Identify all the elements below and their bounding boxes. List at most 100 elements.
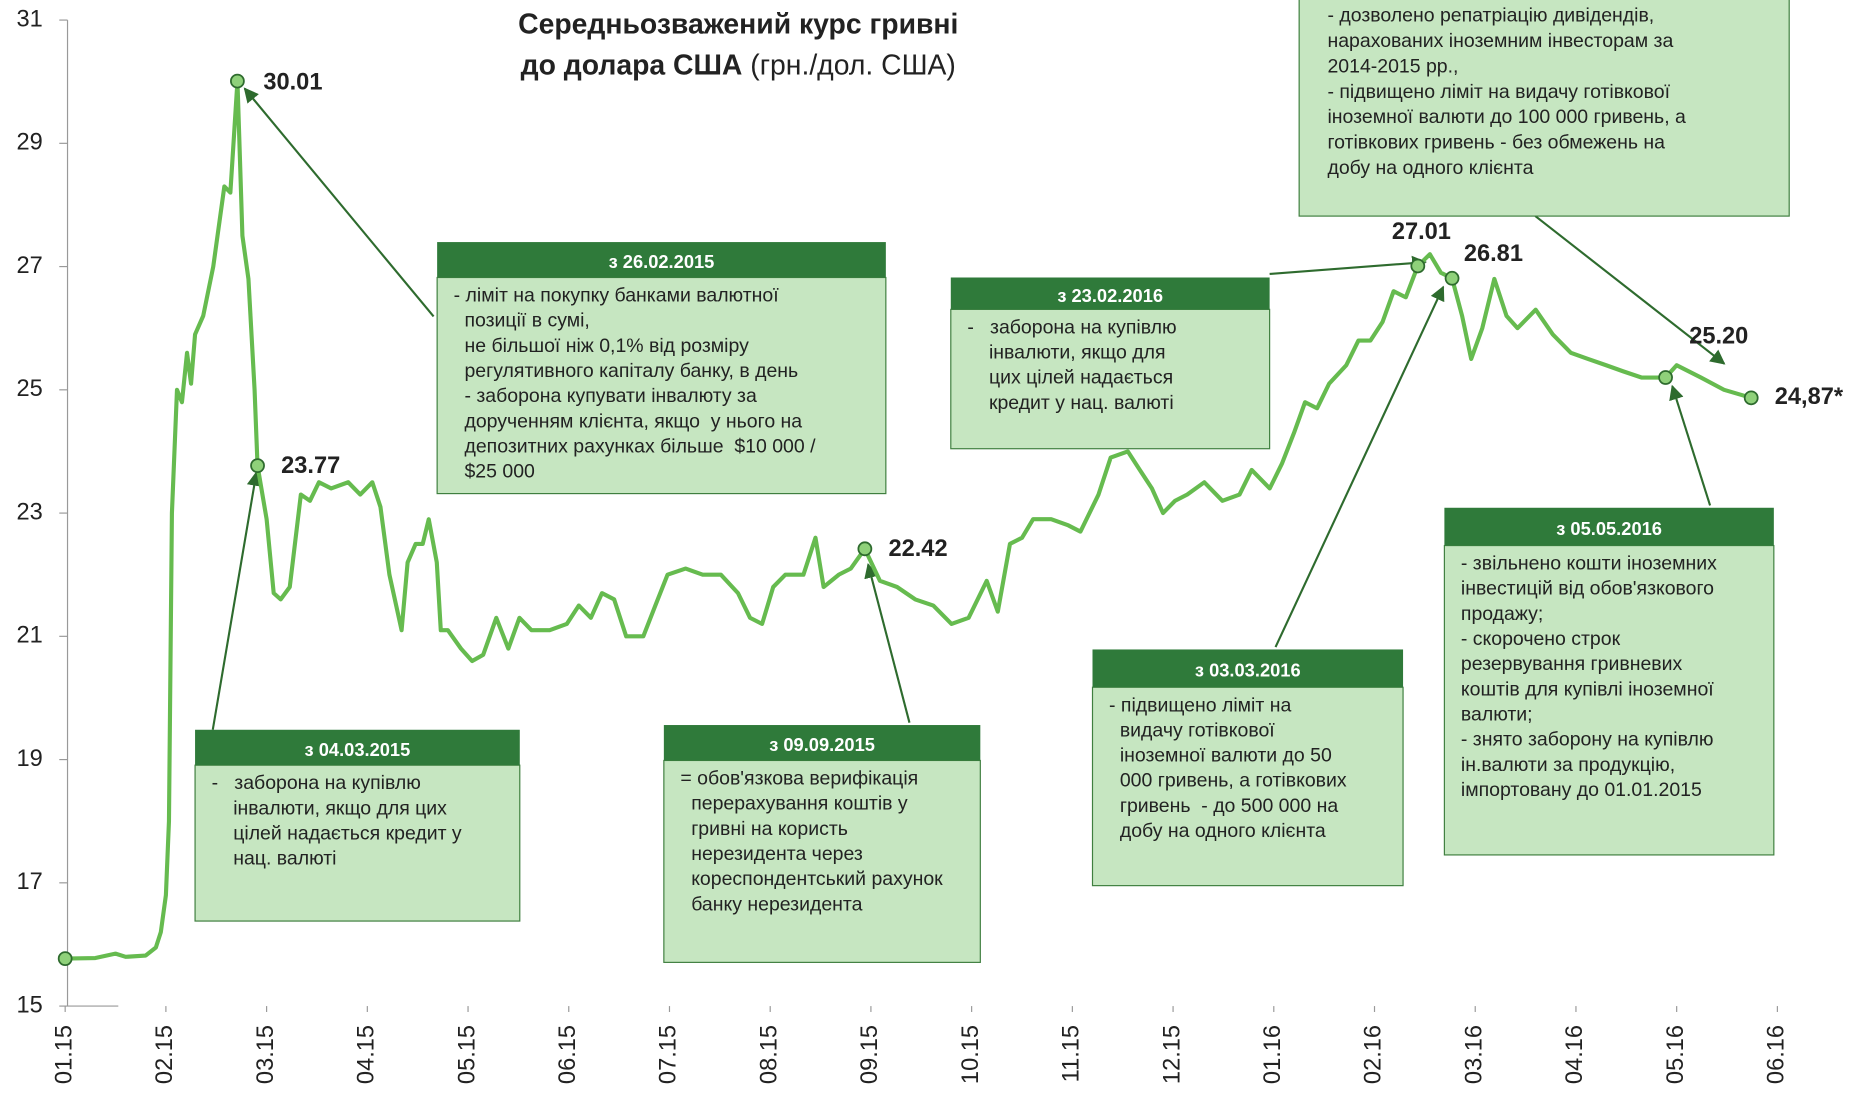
x-tick-label: 04.15 xyxy=(354,1025,380,1084)
note-line: продажу; xyxy=(1461,603,1543,625)
note-body xyxy=(436,276,887,495)
y-tick-label: 19 xyxy=(16,746,42,772)
x-tick-label: 08.15 xyxy=(756,1025,782,1084)
point-label: 23.77 xyxy=(281,453,340,479)
point-marker xyxy=(1658,370,1673,385)
note-header xyxy=(195,729,520,766)
note-line: 2014-2015 рр., xyxy=(1327,55,1458,77)
point-label: 27.01 xyxy=(1392,219,1451,245)
x-tick-label: 09.15 xyxy=(857,1025,883,1084)
note-line: - заборона на купівлю xyxy=(967,316,1176,338)
x-tick-label: 07.15 xyxy=(656,1025,682,1084)
point-marker xyxy=(230,73,245,89)
note-line: добу на одного клієнта xyxy=(1109,820,1326,842)
note-line: гривні на користь xyxy=(680,818,847,840)
arrow xyxy=(1274,285,1445,648)
note-title: з 26.02.2015 xyxy=(609,251,715,272)
note-line: банку нерезидента xyxy=(680,893,862,915)
note-line: цілей надається кредит у xyxy=(212,823,462,845)
chart-title-rest: (грн./дол. США) xyxy=(742,50,955,82)
note-line: = обов'язкова верифікація xyxy=(680,767,918,789)
point-label: 26.81 xyxy=(1464,241,1523,267)
note-line: кредит у нац. валюті xyxy=(967,392,1173,414)
note-line: позиції в сумі, xyxy=(454,310,590,332)
note-line: іноземної валюти до 100 000 гривень, а xyxy=(1327,106,1686,128)
note-title: з 03.03.2016 xyxy=(1195,660,1301,681)
x-tick-label: 05.16 xyxy=(1663,1025,1689,1084)
arrow xyxy=(1269,255,1427,276)
arrow xyxy=(1669,384,1712,506)
note-line: імпортовану до 01.01.2015 xyxy=(1461,779,1702,801)
note-title: з 04.03.2015 xyxy=(305,739,411,760)
x-tick-label: 02.15 xyxy=(152,1025,178,1084)
note-line: $25 000 xyxy=(454,461,535,483)
note-body xyxy=(1443,544,1775,856)
x-tick-label: 06.15 xyxy=(555,1025,581,1084)
note-line: - підвищено ліміт на видачу готівкової xyxy=(1327,81,1670,103)
y-tick-label: 15 xyxy=(16,992,42,1018)
note-line: - підвищено ліміт на xyxy=(1109,694,1291,716)
note-line: добу на одного клієнта xyxy=(1327,157,1533,179)
x-tick-label: 04.16 xyxy=(1562,1025,1588,1084)
y-tick-label: 25 xyxy=(16,376,42,402)
note-body xyxy=(1091,686,1404,887)
point-marker xyxy=(1743,390,1759,406)
x-tick-label: 03.15 xyxy=(253,1025,279,1084)
note-line: видачу готівкової xyxy=(1109,719,1275,741)
note-title: з 23.02.2016 xyxy=(1057,285,1163,306)
y-tick-label: 27 xyxy=(16,253,42,279)
note-line: - заборона на купівлю xyxy=(212,772,421,794)
point-label: 30.01 xyxy=(263,70,322,96)
note-line: резервування гривневих xyxy=(1461,653,1683,675)
note-line: гривень - до 500 000 на xyxy=(1109,795,1338,817)
note-line: кореспондентський рахунок xyxy=(680,868,943,890)
x-tick-label: 01.15 xyxy=(51,1025,77,1084)
point-marker xyxy=(250,458,265,474)
note-header xyxy=(663,725,981,761)
point-marker xyxy=(857,541,873,557)
arrow xyxy=(1534,215,1726,365)
note-header xyxy=(437,242,886,278)
y-tick-label: 31 xyxy=(16,6,42,32)
note-line: готівкових гривень - без обмежень на xyxy=(1327,132,1665,154)
point-marker xyxy=(1444,270,1460,286)
note-body xyxy=(1298,0,1790,217)
note-line: - скорочено строк xyxy=(1461,628,1621,650)
note-title: з 05.05.2016 xyxy=(1556,518,1662,539)
x-tick-label: 03.16 xyxy=(1461,1025,1487,1084)
note-body xyxy=(950,308,1271,450)
note-line: дорученням клієнта, якщо у нього на xyxy=(454,410,803,432)
note-line: нац. валюті xyxy=(212,848,337,870)
y-tick-label: 29 xyxy=(16,130,42,156)
note-line: - звільнено кошти іноземних xyxy=(1461,553,1717,575)
note-line: нарахованих іноземним інвесторам за xyxy=(1327,30,1673,52)
note-line: цих цілей надається xyxy=(967,367,1173,389)
note-line: інвалюти, якщо для цих xyxy=(212,797,448,819)
note-line: іноземної валюти до 50 xyxy=(1109,745,1332,767)
note-line: депозитних рахунках більше $10 000 / xyxy=(454,435,816,457)
y-tick-label: 17 xyxy=(16,869,42,895)
x-tick-label: 11.15 xyxy=(1059,1025,1085,1082)
note-line: - ліміт на покупку банками валютної xyxy=(454,285,780,307)
note-header xyxy=(950,277,1270,310)
note-line: - заборона купувати інвалюту за xyxy=(454,385,757,407)
note-line: - дозволено репатріацію дивідендів, xyxy=(1327,5,1654,27)
note-line: - знято заборону на купівлю xyxy=(1461,729,1714,751)
start-marker xyxy=(57,951,73,967)
note-line: валюти; xyxy=(1461,703,1533,725)
point-label: 25.20 xyxy=(1689,324,1748,350)
rate-line xyxy=(65,79,1752,961)
note-title: з 09.09.2015 xyxy=(769,734,875,755)
note-line: ін.валюти за продукцію, xyxy=(1461,754,1675,776)
note-line: регулятивного капіталу банку, в день xyxy=(454,360,799,382)
note-line: перерахування коштів у xyxy=(680,793,908,815)
note-body xyxy=(194,764,521,922)
chart-title: Середньозважений курс гривні xyxy=(518,8,958,40)
y-tick-label: 21 xyxy=(16,623,42,649)
note-line: інвалюти, якщо для xyxy=(967,342,1165,364)
chart-title: до долара США (грн./дол. США) xyxy=(521,50,956,82)
point-marker xyxy=(1410,258,1426,274)
x-tick-label: 02.16 xyxy=(1361,1025,1387,1084)
x-tick-label: 12.15 xyxy=(1159,1025,1185,1084)
